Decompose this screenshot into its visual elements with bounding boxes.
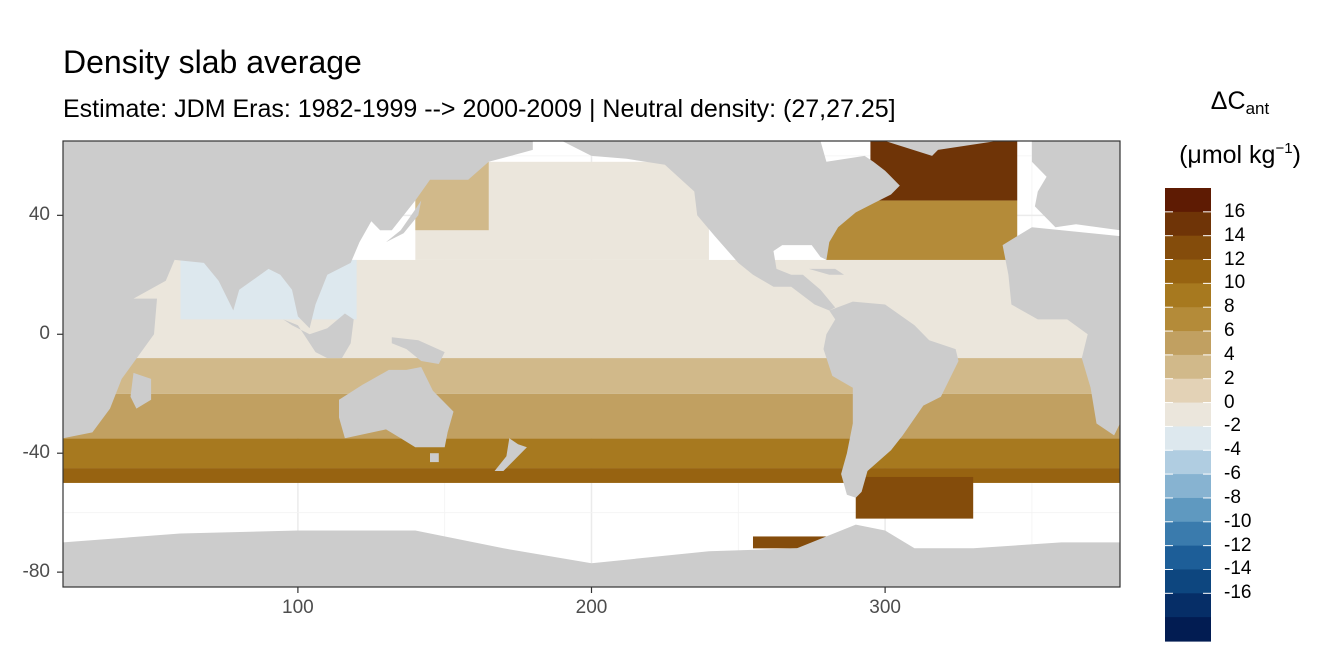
legend-swatch-4 [1165, 283, 1211, 308]
legend-swatch-12 [1165, 474, 1211, 499]
legend-swatch-14 [1165, 521, 1211, 547]
legend-label: -12 [1224, 534, 1252, 556]
y-tick-label: 40 [28, 204, 50, 226]
land-europe-east [1031, 141, 1120, 231]
legend-label: 2 [1224, 367, 1235, 389]
y-tick-label: -80 [22, 561, 50, 583]
legend-label: 8 [1224, 296, 1235, 318]
legend-title: ΔCant (μmol kg−1) [1160, 84, 1320, 172]
map-layer [63, 141, 1120, 587]
legend-label: -10 [1224, 510, 1252, 532]
chart-title: Density slab average [63, 44, 362, 80]
land-africa-west [1002, 227, 1120, 436]
land-arabia-gap [63, 245, 131, 299]
legend-label: 6 [1224, 320, 1235, 342]
legend-label: -8 [1224, 486, 1241, 508]
legend-label: 14 [1224, 224, 1246, 246]
legend-swatch-11 [1165, 450, 1211, 475]
data-cell-11 [752, 536, 856, 549]
legend-swatch-8 [1165, 378, 1211, 404]
land-tasmania [430, 453, 439, 463]
land-south-america [823, 301, 959, 498]
legend-swatch-16 [1165, 569, 1211, 594]
land-australia [339, 367, 454, 448]
legend-swatch-7 [1165, 354, 1211, 380]
legend-swatch-6 [1165, 331, 1211, 356]
x-tick-label: 300 [869, 597, 901, 618]
land-borneo-sumatra [283, 313, 354, 359]
land-new-zealand [494, 438, 527, 471]
legend-swatch-18 [1165, 617, 1211, 642]
legend-swatch-0 [1165, 188, 1211, 213]
x-tick-label: 100 [282, 597, 314, 618]
legend-label: -4 [1224, 439, 1241, 461]
legend-label: 0 [1224, 391, 1235, 413]
legend-swatch-3 [1165, 259, 1211, 284]
legend-swatch-1 [1165, 211, 1211, 237]
legend-title-unit: (μmol kg−1) [1179, 140, 1301, 169]
data-cell-3 [63, 358, 1120, 394]
chart-subtitle: Estimate: JDM Eras: 1982-1999 --> 2000-2… [63, 95, 896, 123]
legend-label: 12 [1224, 248, 1246, 270]
legend-label: -6 [1224, 463, 1241, 485]
legend-swatch-5 [1165, 307, 1211, 332]
land-eurasia-africa [63, 141, 533, 439]
land-madagascar [130, 372, 152, 409]
legend-label: -2 [1224, 415, 1241, 437]
legend-swatch-10 [1165, 426, 1211, 451]
land-antarctica [63, 524, 1120, 587]
y-tick-label: -40 [22, 442, 50, 464]
legend-label: 10 [1224, 272, 1246, 294]
data-cell-10 [855, 476, 974, 519]
legend-label: -14 [1224, 558, 1252, 580]
legend-swatch-15 [1165, 545, 1211, 571]
data-cell-2 [63, 393, 1120, 439]
legend-label: -16 [1224, 582, 1252, 604]
land-new-guinea [391, 337, 445, 364]
legend-title-variable: ΔCant [1210, 87, 1270, 118]
x-tick-label: 200 [575, 597, 608, 618]
legend-swatch-2 [1165, 235, 1211, 261]
legend-swatch-17 [1165, 593, 1211, 618]
land-caribbean-islands [808, 268, 844, 275]
legend-swatch-9 [1165, 402, 1211, 428]
land-north-america [562, 141, 900, 311]
legend-label: 4 [1224, 343, 1235, 365]
data-cell-1 [63, 438, 1120, 469]
legend-label: 16 [1224, 200, 1246, 222]
legend-swatch-13 [1165, 497, 1211, 523]
y-tick-label: 0 [39, 323, 50, 345]
land-greenland [885, 141, 997, 156]
